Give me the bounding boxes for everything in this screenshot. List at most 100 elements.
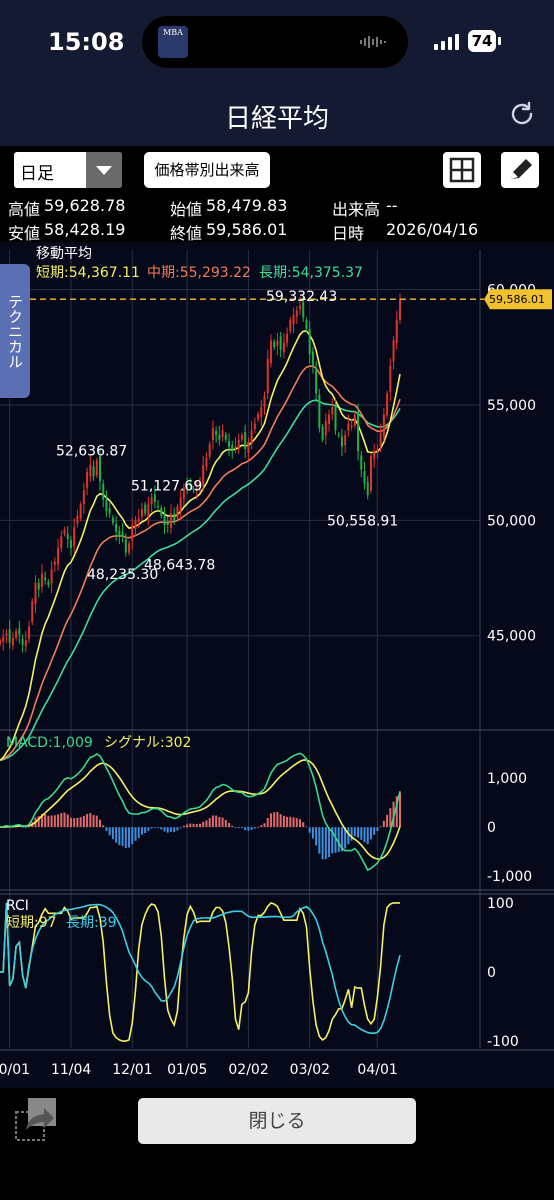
candle-body [28,626,31,639]
macd-histogram-bar [237,827,240,829]
page-title: 日経平均 [224,104,329,134]
candle-body [63,529,66,534]
battery-tip [498,37,501,45]
candle-body [305,320,308,329]
candle-body [392,340,395,362]
macd-histogram-bar [215,815,218,828]
macd-histogram-bar [328,827,331,857]
candle-body [347,423,350,431]
candle-body [231,445,234,452]
close-button[interactable]: 閉じる [138,1098,416,1144]
candle-body [369,455,372,491]
open-label: 始値 [170,200,203,219]
date-axis-label: 12/01 [112,1062,152,1078]
macd-histogram-bar [279,814,282,828]
macd-histogram-bar [137,827,140,839]
candle-body [228,441,231,447]
date-value: 2026/04/16 [386,220,479,239]
macd-histogram-bar [179,827,182,829]
candle-body [147,504,150,517]
candle-body [386,393,389,416]
candle-body [53,561,56,565]
volume-label: 出来高 [332,200,381,219]
macd-histogram-bar [95,815,98,828]
ma-long-line [0,399,401,762]
candle-body [8,629,11,643]
macd-histogram-bar [86,813,89,828]
candle-body [82,490,85,505]
macd-histogram-bar [202,821,205,828]
price-axis-label: 55,000 [487,398,536,414]
macd-histogram-bar [173,827,176,833]
candle-body [95,460,98,476]
candle-body [169,513,172,528]
macd-histogram-bar [292,817,295,828]
macd-axis-label: 1,000 [487,771,527,787]
macd-histogram-bar [253,827,256,829]
draw-button[interactable] [501,152,539,188]
layout-grid-button[interactable] [443,152,481,188]
candle-body [382,414,385,437]
macd-histogram-bar [250,827,253,830]
macd-histogram-bar [150,827,153,829]
candle-body [399,299,401,320]
candle-body [105,499,108,512]
candle-body [340,436,343,447]
macd-histogram-bar [99,819,101,828]
macd-axis-label: 0 [487,820,496,836]
candle-body [199,481,201,486]
volume-profile-button[interactable]: 価格帯別出来高 [144,152,270,188]
period-select[interactable]: 日足 [14,152,122,188]
close-value: 59,586.01 [206,220,288,239]
macd-histogram-bar [147,827,150,831]
macd-histogram-bar [373,827,376,835]
macd-histogram-bar [124,827,127,849]
macd-histogram-bar [160,827,163,830]
candle-body [218,435,221,440]
candle-body [37,582,40,590]
macd-histogram-bar [266,818,269,828]
macd-histogram-bar [76,817,79,828]
candle-body [66,533,69,539]
macd-histogram-bar [192,823,195,828]
candle-body [353,414,356,426]
price-annotation: 51,127.69 [131,478,202,494]
macd-histogram-bar [369,827,372,840]
macd-histogram-bar [305,826,308,828]
rci-long-line [0,902,401,1034]
candle-body [108,508,111,514]
candle-body [99,456,101,482]
macd-histogram-bar [199,823,201,828]
candle-body [44,577,47,581]
candle-body [5,633,8,636]
candle-body [276,340,279,346]
pencil-icon [511,159,532,179]
date-axis-label: 04/01 [357,1062,397,1078]
technical-tab[interactable]: テクニカル [0,264,30,398]
macd-histogram-bar [44,814,47,828]
macd-histogram-bar [53,815,56,828]
candle-body [211,428,214,441]
macd-histogram-bar [353,827,356,837]
grid-icon [449,157,475,183]
macd-histogram-bar [140,827,143,835]
ma-short-label: 短期:54,367.11 [36,265,140,281]
refresh-icon[interactable] [508,100,536,128]
title-bar: 日経平均 [0,84,554,146]
candle-body [350,425,353,427]
candle-body [266,358,269,394]
macd-histogram-bar [186,824,189,828]
share-icon[interactable] [14,1096,60,1142]
candle-body [215,430,218,436]
macd-histogram-bar [69,817,72,828]
candle-body [202,465,205,486]
candle-body [34,582,37,604]
macd-histogram-bar [182,825,185,828]
candle-body [311,351,314,366]
stock-chart[interactable]: 60,00055,00050,00045,00059,586.0159,332.… [0,242,554,1088]
macd-histogram-bar [176,827,179,831]
macd-histogram-bar [389,808,392,828]
candle-body [73,527,76,547]
date-axis-label: 10/01 [0,1062,30,1078]
candle-body [208,444,211,457]
